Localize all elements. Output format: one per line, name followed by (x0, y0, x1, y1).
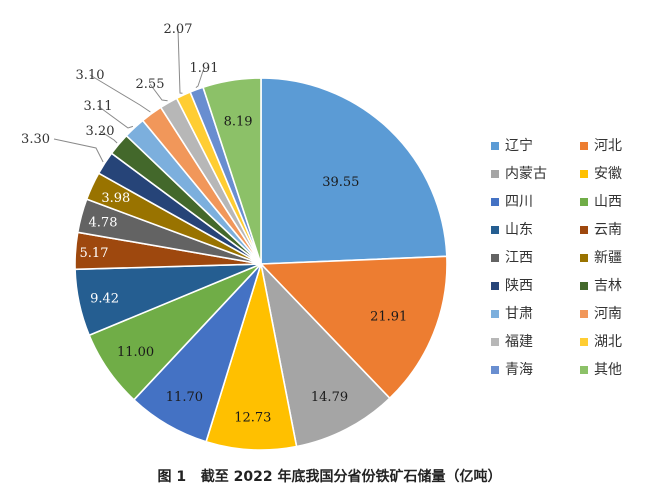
leader-line-slice-11 (53, 138, 104, 163)
leader-line-slice-13 (97, 105, 134, 129)
pie-slice-slice-4 (205, 263, 298, 451)
data-label-slice-1: 39.55 (322, 175, 359, 190)
legend-swatch-slice-12 (580, 282, 588, 290)
data-label-slice-11: 3.30 (21, 132, 50, 147)
data-label-slice-14: 3.10 (76, 68, 105, 83)
legend-swatch-slice-1 (491, 142, 499, 150)
leader-line-slice-14 (89, 74, 151, 113)
legend-label-slice-13: 甘肃 (505, 306, 533, 322)
data-label-slice-3: 14.79 (311, 390, 348, 405)
legend-label-slice-5: 四川 (505, 194, 533, 210)
data-label-slice-18: 8.19 (224, 115, 253, 130)
legend-label-slice-10: 新疆 (594, 250, 622, 266)
leader-line-slice-12 (99, 130, 118, 144)
legend-label-slice-8: 云南 (594, 222, 622, 238)
legend-label-slice-9: 江西 (505, 250, 533, 266)
legend-label-slice-1: 辽宁 (505, 137, 533, 154)
data-label-slice-6: 11.00 (117, 345, 154, 360)
legend-label-slice-18: 其他 (594, 362, 622, 378)
data-label-slice-5: 11.70 (166, 390, 203, 405)
legend-swatch-slice-7 (491, 226, 499, 234)
legend-label-slice-7: 山东 (505, 222, 533, 238)
legend-swatch-slice-4 (580, 170, 588, 178)
data-label-slice-2: 21.91 (370, 309, 407, 324)
legend-label-slice-11: 陕西 (505, 278, 533, 294)
legend-swatch-slice-9 (491, 254, 499, 262)
pie-slice-slice-18 (202, 77, 262, 265)
legend-label-slice-16: 湖北 (594, 334, 622, 350)
legend-swatch-slice-6 (580, 198, 588, 206)
pie-slice-slice-3 (259, 261, 391, 448)
legend-swatch-slice-8 (580, 226, 588, 234)
data-label-slice-13: 3.11 (84, 99, 113, 114)
legend-label-slice-14: 河南 (594, 306, 622, 322)
data-label-slice-4: 12.73 (234, 410, 271, 425)
data-label-slice-15: 2.55 (136, 77, 165, 92)
leader-line-slice-15 (149, 83, 168, 102)
legend-label-slice-15: 福建 (505, 334, 533, 350)
data-label-slice-16: 2.07 (164, 22, 193, 37)
data-label-slice-7: 9.42 (90, 292, 119, 307)
pie-chart-svg: 39.55 21.91 14.79 12.73 11.70 11.00 9.42 5.17 4.… (21, 22, 622, 451)
data-label-slice-17: 1.91 (190, 61, 219, 76)
data-label-slice-12: 3.20 (86, 124, 115, 139)
legend-swatch-slice-3 (491, 170, 499, 178)
legend-swatch-slice-15 (491, 338, 499, 346)
legend-swatch-slice-17 (491, 366, 499, 374)
legend-swatch-slice-16 (580, 338, 588, 346)
legend-swatch-slice-2 (580, 142, 588, 150)
legend-label-slice-6: 山西 (594, 194, 622, 210)
figure-caption: 图 1 截至 2022 年底我国分省份铁矿石储量（亿吨） (157, 469, 502, 485)
leader-line-slice-17 (195, 67, 205, 88)
legend-label-slice-17: 青海 (505, 362, 533, 378)
leader-line-slice-16 (177, 28, 183, 94)
legend-swatch-slice-18 (580, 366, 588, 374)
data-label-slice-9: 4.78 (89, 215, 118, 230)
legend-swatch-slice-14 (580, 310, 588, 318)
legend-swatch-slice-11 (491, 282, 499, 290)
data-label-slice-8: 5.17 (80, 246, 109, 261)
legend-label-slice-4: 安徽 (594, 166, 622, 182)
data-label-slice-10: 3.98 (101, 191, 130, 206)
pie-slice-slice-2 (259, 255, 448, 400)
legend-swatch-slice-10 (580, 254, 588, 262)
legend-swatch-slice-13 (491, 310, 499, 318)
legend-label-slice-3: 内蒙古 (505, 166, 547, 182)
legend-swatch-slice-5 (491, 198, 499, 206)
legend-label-slice-12: 吉林 (594, 278, 622, 294)
legend-label-slice-2: 河北 (594, 138, 622, 154)
pie-slice-slice-1 (260, 77, 448, 265)
